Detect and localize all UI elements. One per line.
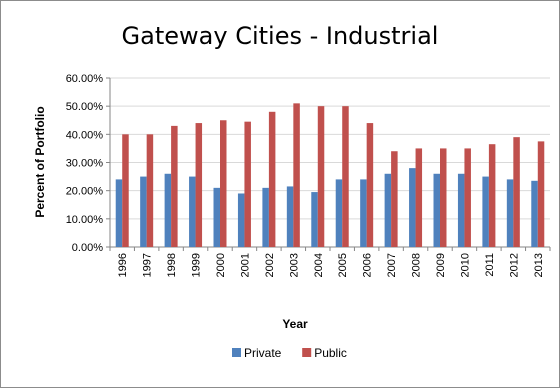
bar-private (409, 168, 416, 247)
bar-private (115, 179, 123, 247)
legend: Private Public (232, 346, 347, 360)
bar-private (506, 179, 514, 247)
x-tick-label: 2007 (386, 253, 398, 277)
x-tick-label: 1998 (166, 253, 178, 277)
bar-private (360, 179, 367, 247)
legend-label-public: Public (314, 346, 347, 360)
x-tick-label: 2010 (459, 253, 471, 277)
bar-public (366, 123, 374, 247)
legend-swatch-public (302, 348, 312, 357)
bar-private (237, 193, 245, 247)
bar-private (482, 176, 489, 247)
bar-public (220, 120, 227, 247)
bar-public (293, 103, 300, 247)
axis-layer: 0.00% 10.00% 20.00% 30.00% 40.00% 50.00% 60.00… (66, 73, 551, 277)
bar-private (213, 187, 220, 247)
bar-private (164, 173, 172, 247)
y-tick-label: 10.00% (66, 214, 104, 226)
x-tick-label: 2004 (313, 253, 325, 277)
bar-private (286, 186, 294, 247)
x-axis-label: Year (282, 317, 308, 331)
bar-public (464, 148, 471, 247)
bar-private (457, 173, 465, 247)
bar-public (342, 106, 349, 247)
y-axis-label: Percent of Portfolio (33, 106, 47, 217)
x-tick-label: 2005 (337, 253, 349, 277)
bar-public (415, 148, 423, 247)
legend-label-private: Private (244, 346, 282, 360)
x-tick-label: 2011 (484, 253, 496, 277)
bar-public (440, 148, 447, 247)
bar-public (122, 134, 129, 247)
bar-public (146, 134, 154, 247)
y-tick-label: 20.00% (66, 186, 104, 198)
x-tick-label: 2000 (215, 253, 227, 277)
x-tick-label: 2013 (533, 253, 545, 277)
x-tick-label: 2012 (508, 253, 520, 277)
bar-public (171, 125, 178, 247)
bar-public (195, 123, 203, 247)
bar-private (384, 173, 392, 247)
bar-layer (115, 103, 545, 248)
x-tick-label: 2006 (362, 253, 374, 277)
x-tick-label: 2002 (264, 253, 276, 277)
bar-private (335, 179, 343, 247)
bar-public (268, 111, 276, 247)
x-tick-label: 1997 (142, 253, 154, 277)
x-tick-label: 2003 (288, 253, 300, 277)
bar-private (433, 173, 440, 247)
x-tick-label: 1996 (117, 253, 129, 277)
x-tick-label: 2008 (411, 253, 423, 277)
x-tick-label: 2001 (239, 253, 251, 277)
y-tick-label: 50.00% (66, 101, 104, 113)
y-tick-label: 40.00% (66, 129, 104, 141)
x-tick-label: 2009 (435, 253, 447, 277)
bar-private (140, 176, 147, 247)
bar-public (513, 137, 520, 247)
grid-layer (110, 77, 550, 248)
bar-public (244, 121, 251, 247)
y-tick-label: 30.00% (66, 158, 104, 170)
bar-public (317, 106, 325, 247)
x-tick-label: 1999 (191, 253, 203, 277)
bar-private (531, 180, 538, 247)
bar-private (189, 176, 196, 247)
y-tick-label: 0.00% (72, 242, 103, 254)
chart-title: Gateway Cities - Industrial (121, 22, 439, 50)
bar-public (537, 141, 545, 248)
bar-private (262, 187, 269, 247)
bar-public (391, 151, 398, 247)
legend-swatch-private (232, 348, 241, 357)
y-tick-label: 60.00% (66, 73, 104, 85)
bar-public (488, 144, 496, 247)
bar-private (311, 192, 318, 247)
